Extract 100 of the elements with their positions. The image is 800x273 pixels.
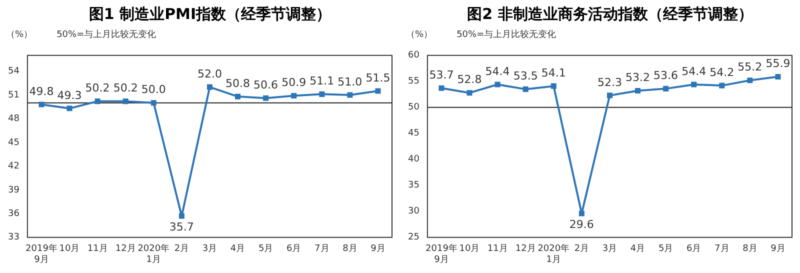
point	[94, 98, 100, 104]
y-axis-title: （%）	[6, 29, 33, 42]
x-tick-label: 2020年 1月	[538, 243, 570, 265]
data-label: 29.6	[569, 218, 594, 231]
x-tick-label: 6月	[686, 244, 702, 254]
data-label: 52.3	[597, 76, 622, 89]
x-tick-label: 2019年 9月	[26, 243, 58, 265]
data-label: 50.8	[226, 76, 250, 90]
x-tick-label: 10月	[459, 244, 480, 254]
point	[747, 78, 753, 84]
y-tick-label: 48	[8, 114, 20, 124]
data-label: 55.9	[766, 57, 790, 70]
x-tick-label: 11月	[487, 244, 508, 254]
point	[775, 74, 781, 80]
data-label: 53.5	[513, 70, 538, 83]
point	[38, 102, 44, 108]
y-tick-label: 55	[408, 76, 420, 87]
x-tick-label: 7月	[714, 244, 730, 254]
y-tick-label: 40	[408, 154, 420, 165]
x-tick-label: 6月	[286, 244, 302, 254]
point	[235, 94, 241, 100]
point	[291, 92, 297, 99]
y-tick-label: 25	[408, 232, 420, 243]
data-label: 54.2	[710, 66, 734, 79]
data-label: 54.1	[541, 66, 566, 80]
x-tick-label: 10月	[59, 244, 80, 254]
point	[635, 88, 641, 94]
y-tick-label: 30	[408, 206, 420, 217]
x-tick-label: 12月	[115, 244, 136, 254]
point	[578, 210, 584, 216]
point	[522, 86, 528, 92]
point	[347, 92, 353, 98]
y-tick-label: 33	[8, 232, 20, 243]
y-tick-label: 42	[8, 162, 20, 172]
y-tick-label: 51	[8, 90, 20, 100]
data-label: 53.6	[654, 69, 678, 82]
point	[178, 213, 184, 219]
data-label: 54.4	[682, 64, 706, 78]
y-tick-label: 45	[8, 138, 20, 148]
point	[206, 84, 212, 90]
data-label: 55.2	[738, 60, 762, 74]
y-tick-label: 39	[8, 185, 20, 196]
x-tick-label: 11月	[87, 244, 108, 254]
x-tick-label: 4月	[630, 244, 646, 254]
text: 50%=与上月比较无变化	[456, 28, 556, 42]
point	[606, 92, 612, 98]
x-tick-label: 7月	[314, 244, 330, 254]
data-label: 51.5	[366, 71, 390, 84]
point	[375, 88, 381, 94]
data-label: 51.0	[338, 75, 362, 88]
data-label: 50.6	[254, 78, 278, 92]
data-label: 52.8	[457, 73, 482, 86]
chart-title: 图2 非制造业商务活动指数（经季节调整）	[466, 4, 754, 25]
data-label: 49.3	[57, 88, 82, 102]
data-label: 53.7	[429, 68, 454, 82]
point	[66, 106, 72, 112]
point	[122, 98, 128, 104]
data-label: 50.0	[141, 83, 166, 96]
data-label: 52.0	[197, 67, 222, 80]
x-tick-label: 12月	[515, 244, 536, 254]
data-label: 54.4	[485, 64, 510, 78]
chart-title: 图1 制造业PMI指数（经季节调整）	[88, 4, 332, 25]
y-tick-label: 35	[408, 180, 420, 191]
data-label: 50.2	[113, 82, 138, 95]
data-label: 49.8	[29, 84, 54, 98]
point	[663, 86, 669, 92]
x-tick-label: 5月	[258, 244, 274, 254]
x-tick-label: 3月	[602, 244, 618, 254]
text: 50%=与上月比较无变化	[56, 28, 156, 42]
x-tick-label: 2月	[574, 244, 590, 254]
point	[719, 82, 725, 88]
x-tick-label: 2020年 1月	[138, 243, 170, 265]
x-tick-label: 5月	[658, 244, 674, 254]
y-tick-label: 36	[8, 209, 20, 220]
data-label: 53.2	[626, 71, 650, 84]
x-tick-label: 8月	[342, 244, 358, 254]
x-tick-label: 2月	[174, 244, 190, 254]
point	[494, 82, 500, 88]
point	[150, 100, 156, 106]
x-tick-label: 4月	[230, 244, 246, 254]
x-tick-label: 8月	[742, 244, 758, 254]
point	[466, 90, 472, 96]
x-tick-label: 9月	[770, 244, 786, 254]
x-tick-label: 9月	[370, 244, 386, 254]
point	[263, 95, 269, 101]
point	[550, 83, 556, 89]
x-tick-label: 2019年 9月	[426, 243, 458, 265]
point	[438, 85, 444, 91]
data-label: 51.1	[310, 74, 334, 88]
point	[319, 91, 325, 97]
data-label: 50.2	[85, 82, 110, 95]
point	[691, 82, 697, 88]
y-tick-label: 60	[408, 50, 420, 61]
x-tick-label: 3月	[202, 244, 218, 254]
data-label: 50.9	[282, 76, 306, 90]
y-tick-label: 54	[8, 66, 20, 77]
y-tick-label: 50	[408, 102, 420, 113]
data-label: 35.7	[169, 220, 194, 234]
y-axis-title: （%）	[406, 29, 433, 42]
y-tick-label: 45	[408, 128, 420, 139]
